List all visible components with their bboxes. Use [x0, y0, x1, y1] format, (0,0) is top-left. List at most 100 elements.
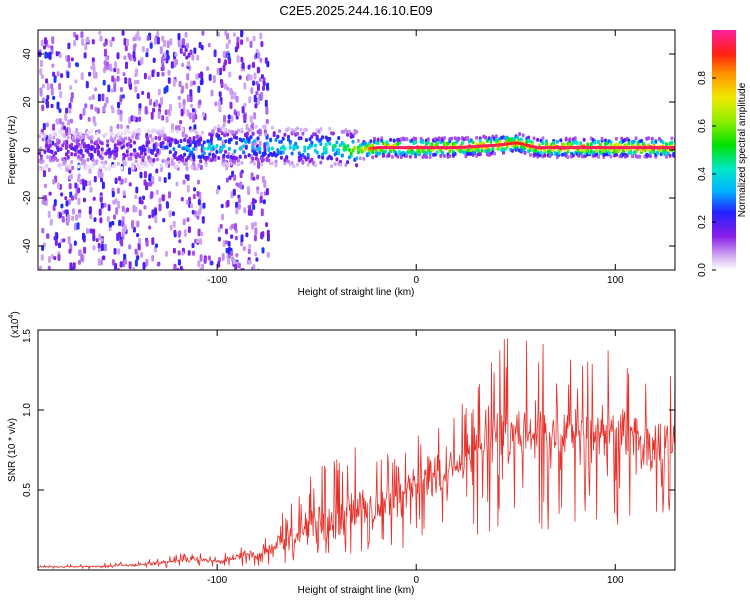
spectrogram-cell [315, 150, 319, 155]
spectrogram-cell [192, 193, 196, 200]
snr-y-tick-label: 1.5 [22, 329, 33, 343]
spectrogram-cell [471, 140, 475, 145]
spectrogram-cell [64, 113, 68, 122]
spectrogram-cell [51, 254, 54, 259]
spectrogram-cell [143, 171, 147, 179]
spectrogram-cell [149, 134, 153, 138]
spectrogram-cell [373, 136, 376, 141]
spectrogram-cell [191, 242, 195, 249]
spectrogram-cell [263, 125, 267, 130]
spectrogram-cell [518, 132, 522, 136]
snr-frame [37, 329, 676, 571]
spectrogram-cell [56, 101, 60, 110]
spectrogram-ridge-cell [441, 146, 445, 150]
spectrogram-cell [50, 149, 54, 154]
spectrogram-cell [69, 173, 73, 180]
spectrogram-cell [176, 267, 180, 270]
spectrogram-cell [103, 42, 107, 47]
spectrogram-cell [122, 230, 126, 236]
spectrogram-ridge-cell [568, 146, 572, 150]
spectrogram-cell [232, 258, 236, 265]
spectrogram-cell [256, 174, 260, 180]
spectrogram-cell [189, 155, 193, 162]
spectrogram-cell [120, 239, 124, 247]
spectrogram-cell [140, 252, 144, 258]
spectrogram-cell [150, 111, 154, 120]
spectrogram-cell [290, 151, 294, 156]
spectrogram-cell [263, 147, 267, 154]
spectrogram-ridge-cell [407, 146, 411, 150]
spectrogram-cell [91, 158, 95, 163]
spectrogram-cell [170, 129, 174, 134]
spectrogram-cell [48, 256, 51, 264]
spectrogram-cell [143, 72, 147, 80]
spectrogram-cell [133, 148, 136, 153]
spectrogram-cell [107, 165, 111, 170]
spectrogram-cell [215, 143, 219, 148]
spectrogram-cell [261, 157, 265, 162]
spectrogram-ridge-cell [570, 146, 574, 150]
spectrogram-ridge-cell [661, 146, 665, 150]
spectrogram-cell [262, 80, 266, 87]
spectrogram-cell [95, 131, 99, 136]
spectrogram-cell [103, 202, 107, 208]
spectrogram-cell [39, 59, 43, 68]
spectrogram-ridge-cell [618, 146, 622, 150]
spectrogram-cell [358, 156, 362, 161]
spectrogram-cell [247, 189, 251, 196]
spectrogram-cell [166, 203, 169, 209]
spectrogram-cell [165, 145, 169, 150]
spectrogram-cell [58, 83, 62, 90]
snr-series-line [38, 338, 675, 570]
spectrogram-cell [82, 107, 86, 116]
spectrogram-cell [430, 142, 434, 147]
spectrogram-cell [138, 154, 142, 159]
spectrogram-cell [258, 140, 262, 147]
spectrogram-cell [390, 154, 394, 159]
spectrogram-cell [243, 103, 247, 108]
spectrogram-cell [150, 137, 154, 143]
spectrogram-cell [140, 161, 144, 166]
spectrogram-cell [109, 39, 113, 48]
spectrogram-cell [296, 145, 299, 150]
spectrogram-cell [247, 73, 251, 81]
spectrogram-cell [200, 231, 203, 237]
spectrogram-ridge-cell [516, 141, 520, 145]
snr-y-tick-label: 0.5 [22, 483, 33, 497]
spectrogram-cell [200, 71, 204, 80]
spectrogram-x-tick-label: 0 [413, 275, 419, 286]
spectrogram-ridge-cell [414, 146, 418, 150]
spectrogram-cell [243, 207, 247, 214]
snr-scale-close: ) [10, 311, 21, 314]
spectrogram-ridge-cell [611, 146, 615, 150]
spectrogram-cell [654, 139, 658, 144]
spectrogram-ridge-cell [412, 146, 416, 150]
spectrogram-cell [160, 97, 163, 105]
spectrogram-cell [65, 200, 69, 207]
spectrogram-cell [84, 43, 88, 51]
spectrogram-cell [349, 151, 353, 156]
spectrogram-cell [512, 136, 516, 141]
spectrogram-cell [180, 196, 184, 202]
spectrogram-ridge-cell [480, 144, 484, 148]
spectrogram-ridge-cell [647, 146, 651, 150]
snr-plot-area [38, 330, 675, 570]
spectrogram-cell [77, 187, 81, 194]
spectrogram-cell [147, 147, 151, 154]
spectrogram-cell [657, 148, 661, 153]
spectrogram-cell [181, 251, 185, 256]
spectrogram-cell [177, 231, 181, 238]
spectrogram-cell [159, 144, 163, 149]
spectrogram-cell [97, 145, 101, 150]
spectrogram-cell [161, 115, 165, 121]
spectrogram-cell [319, 127, 323, 131]
spectrogram-ridge-cell [665, 146, 668, 150]
spectrogram-cell [333, 162, 337, 166]
spectrogram-cell [145, 143, 149, 148]
spectrogram-cell [54, 151, 58, 156]
spectrogram-cell [169, 38, 173, 46]
spectrogram-cell [564, 136, 568, 141]
spectrogram-cell [239, 171, 243, 179]
spectrogram-cell [179, 48, 183, 54]
spectrogram-ridge-cell [417, 146, 421, 150]
